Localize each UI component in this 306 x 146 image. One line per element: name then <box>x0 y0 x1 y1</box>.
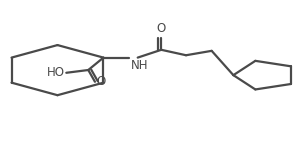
Text: O: O <box>157 22 166 35</box>
Text: NH: NH <box>131 59 148 72</box>
Text: O: O <box>96 75 106 88</box>
Text: HO: HO <box>47 66 65 79</box>
